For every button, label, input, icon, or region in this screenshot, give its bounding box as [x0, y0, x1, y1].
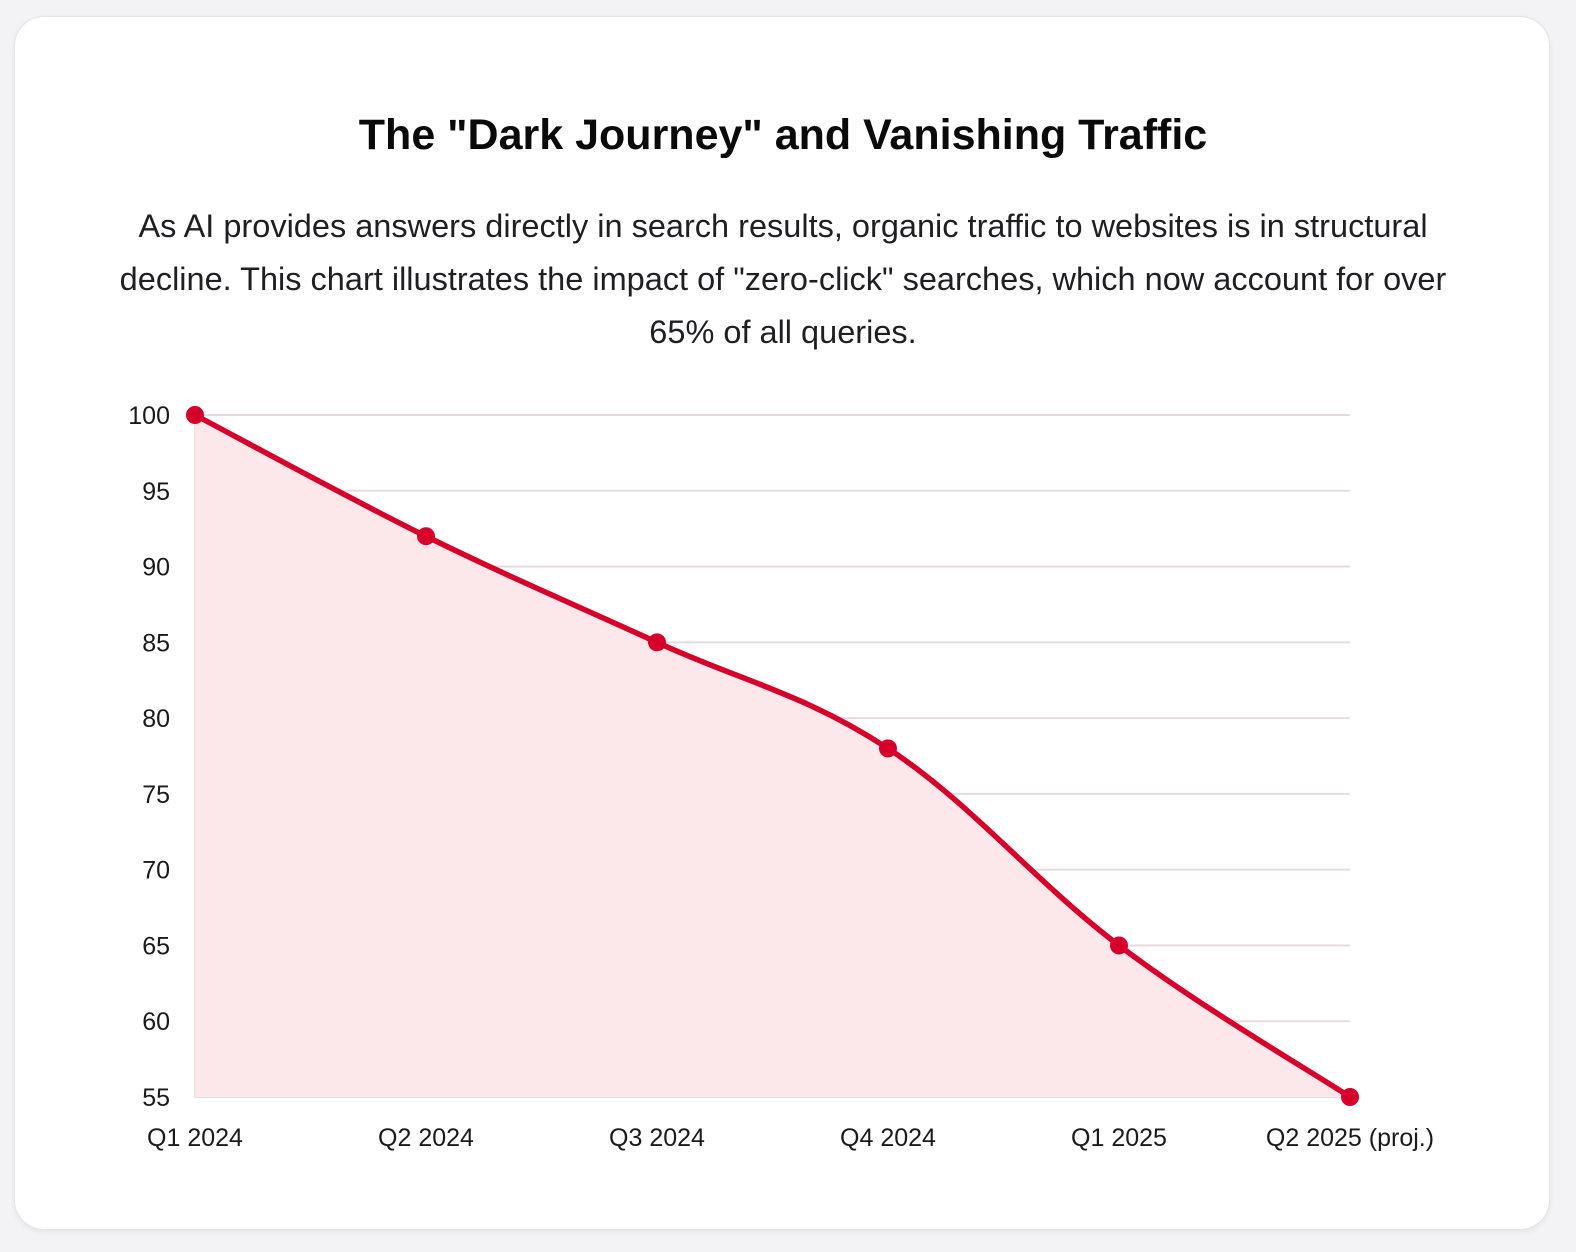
y-tick-label: 85	[142, 629, 170, 657]
data-points	[186, 406, 1359, 1106]
x-tick-label: Q4 2024	[840, 1124, 936, 1152]
y-tick-label: 90	[142, 554, 170, 582]
y-tick-label: 80	[142, 705, 170, 733]
y-axis-tick-labels: 100 95 90 85 80 75 70 65 60 55	[128, 402, 170, 1112]
series-line-layer	[192, 412, 1353, 1100]
data-point-5[interactable]	[1110, 936, 1128, 955]
y-tick-label: 60	[142, 1008, 170, 1036]
x-tick-label: Q2 2024	[378, 1124, 474, 1152]
chart-subtitle: As AI provides answers directly in searc…	[119, 208, 1447, 350]
area-fill	[195, 415, 1350, 1097]
x-axis-tick-labels: Q1 2024 Q2 2024 Q3 2024 Q4 2024 Q1 2025 Q2 20…	[147, 1124, 1434, 1152]
data-point-6[interactable]	[1341, 1088, 1359, 1106]
y-tick-label: 95	[142, 478, 170, 506]
y-tick-label: 70	[142, 857, 170, 885]
data-point-4[interactable]	[879, 739, 897, 758]
data-point-3[interactable]	[648, 633, 666, 652]
chart-title: The "Dark Journey" and Vanishing Traffic	[358, 111, 1208, 159]
x-tick-label: Q1 2025	[1071, 1124, 1167, 1152]
data-point-1[interactable]	[186, 406, 204, 424]
x-tick-label: Q3 2024	[609, 1124, 705, 1152]
y-tick-label: 55	[142, 1084, 170, 1112]
area-fill-layer	[195, 415, 1350, 1097]
data-point-2[interactable]	[417, 527, 435, 546]
y-tick-label: 75	[142, 781, 170, 809]
y-tick-label: 65	[142, 932, 170, 960]
series-line	[192, 412, 1353, 1100]
x-tick-label: Q2 2025 (proj.)	[1266, 1124, 1434, 1152]
x-tick-label: Q1 2024	[147, 1124, 243, 1152]
y-tick-label: 100	[128, 402, 170, 430]
